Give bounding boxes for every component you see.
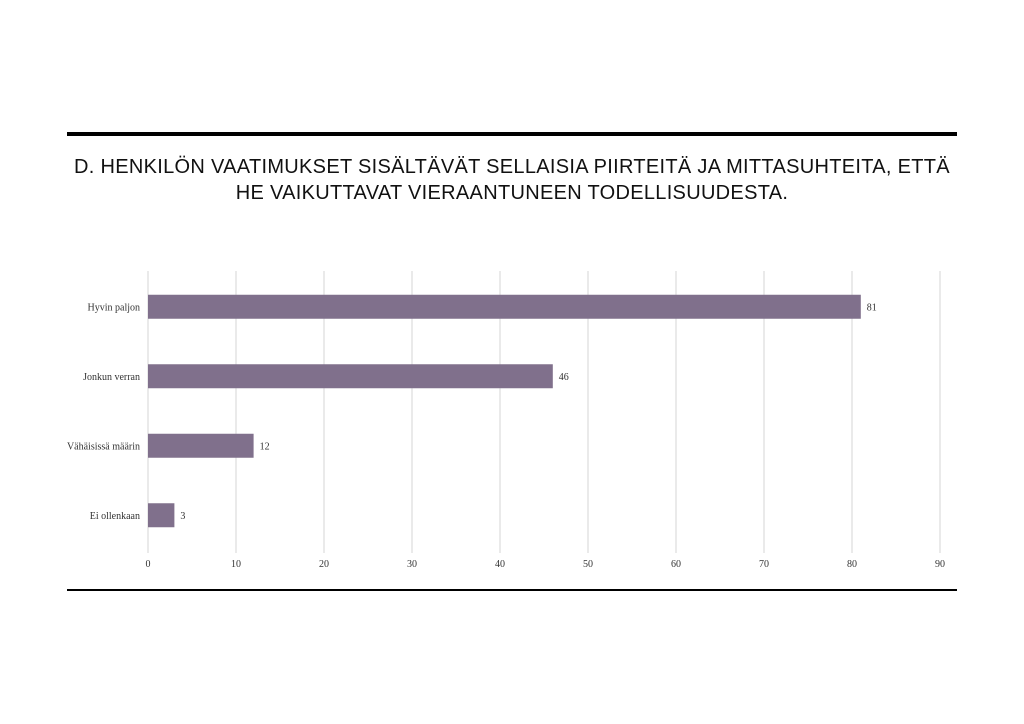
x-tick-label: 30 [407, 559, 417, 570]
x-tick-label: 80 [847, 559, 857, 570]
bar-1 [148, 294, 861, 319]
x-tick-label: 40 [495, 559, 505, 570]
data-label: 46 [559, 372, 569, 383]
x-tick-label: 90 [935, 559, 945, 570]
category-label: Jonkun verran [83, 372, 140, 383]
x-tick-labels: 0 10 20 30 40 50 60 70 80 90 [146, 559, 946, 570]
x-tick-label: 50 [583, 559, 593, 570]
category-label: Vähäisissä määrin [67, 441, 140, 452]
data-labels: 81 46 12 3 [180, 302, 876, 522]
bar-4 [148, 503, 175, 528]
x-tick-label: 60 [671, 559, 681, 570]
bar-3 [148, 433, 254, 458]
x-tick-label: 0 [146, 559, 151, 570]
chart-title: D. HENKILÖN VAATIMUKSET SISÄLTÄVÄT SELLA… [74, 156, 950, 204]
data-label: 12 [260, 441, 270, 452]
category-label: Hyvin paljon [88, 302, 141, 313]
x-tick-label: 70 [759, 559, 769, 570]
top-rule [67, 132, 957, 136]
data-label: 3 [180, 511, 185, 522]
x-tick-label: 10 [231, 559, 241, 570]
bars [148, 294, 861, 528]
data-label: 81 [867, 302, 877, 313]
bar-2 [148, 364, 553, 389]
category-labels: Hyvin paljon Jonkun verran Vähäisissä määr… [67, 302, 140, 522]
category-label: Ei ollenkaan [90, 511, 140, 522]
x-tick-label: 20 [319, 559, 329, 570]
bottom-rule [67, 589, 957, 591]
